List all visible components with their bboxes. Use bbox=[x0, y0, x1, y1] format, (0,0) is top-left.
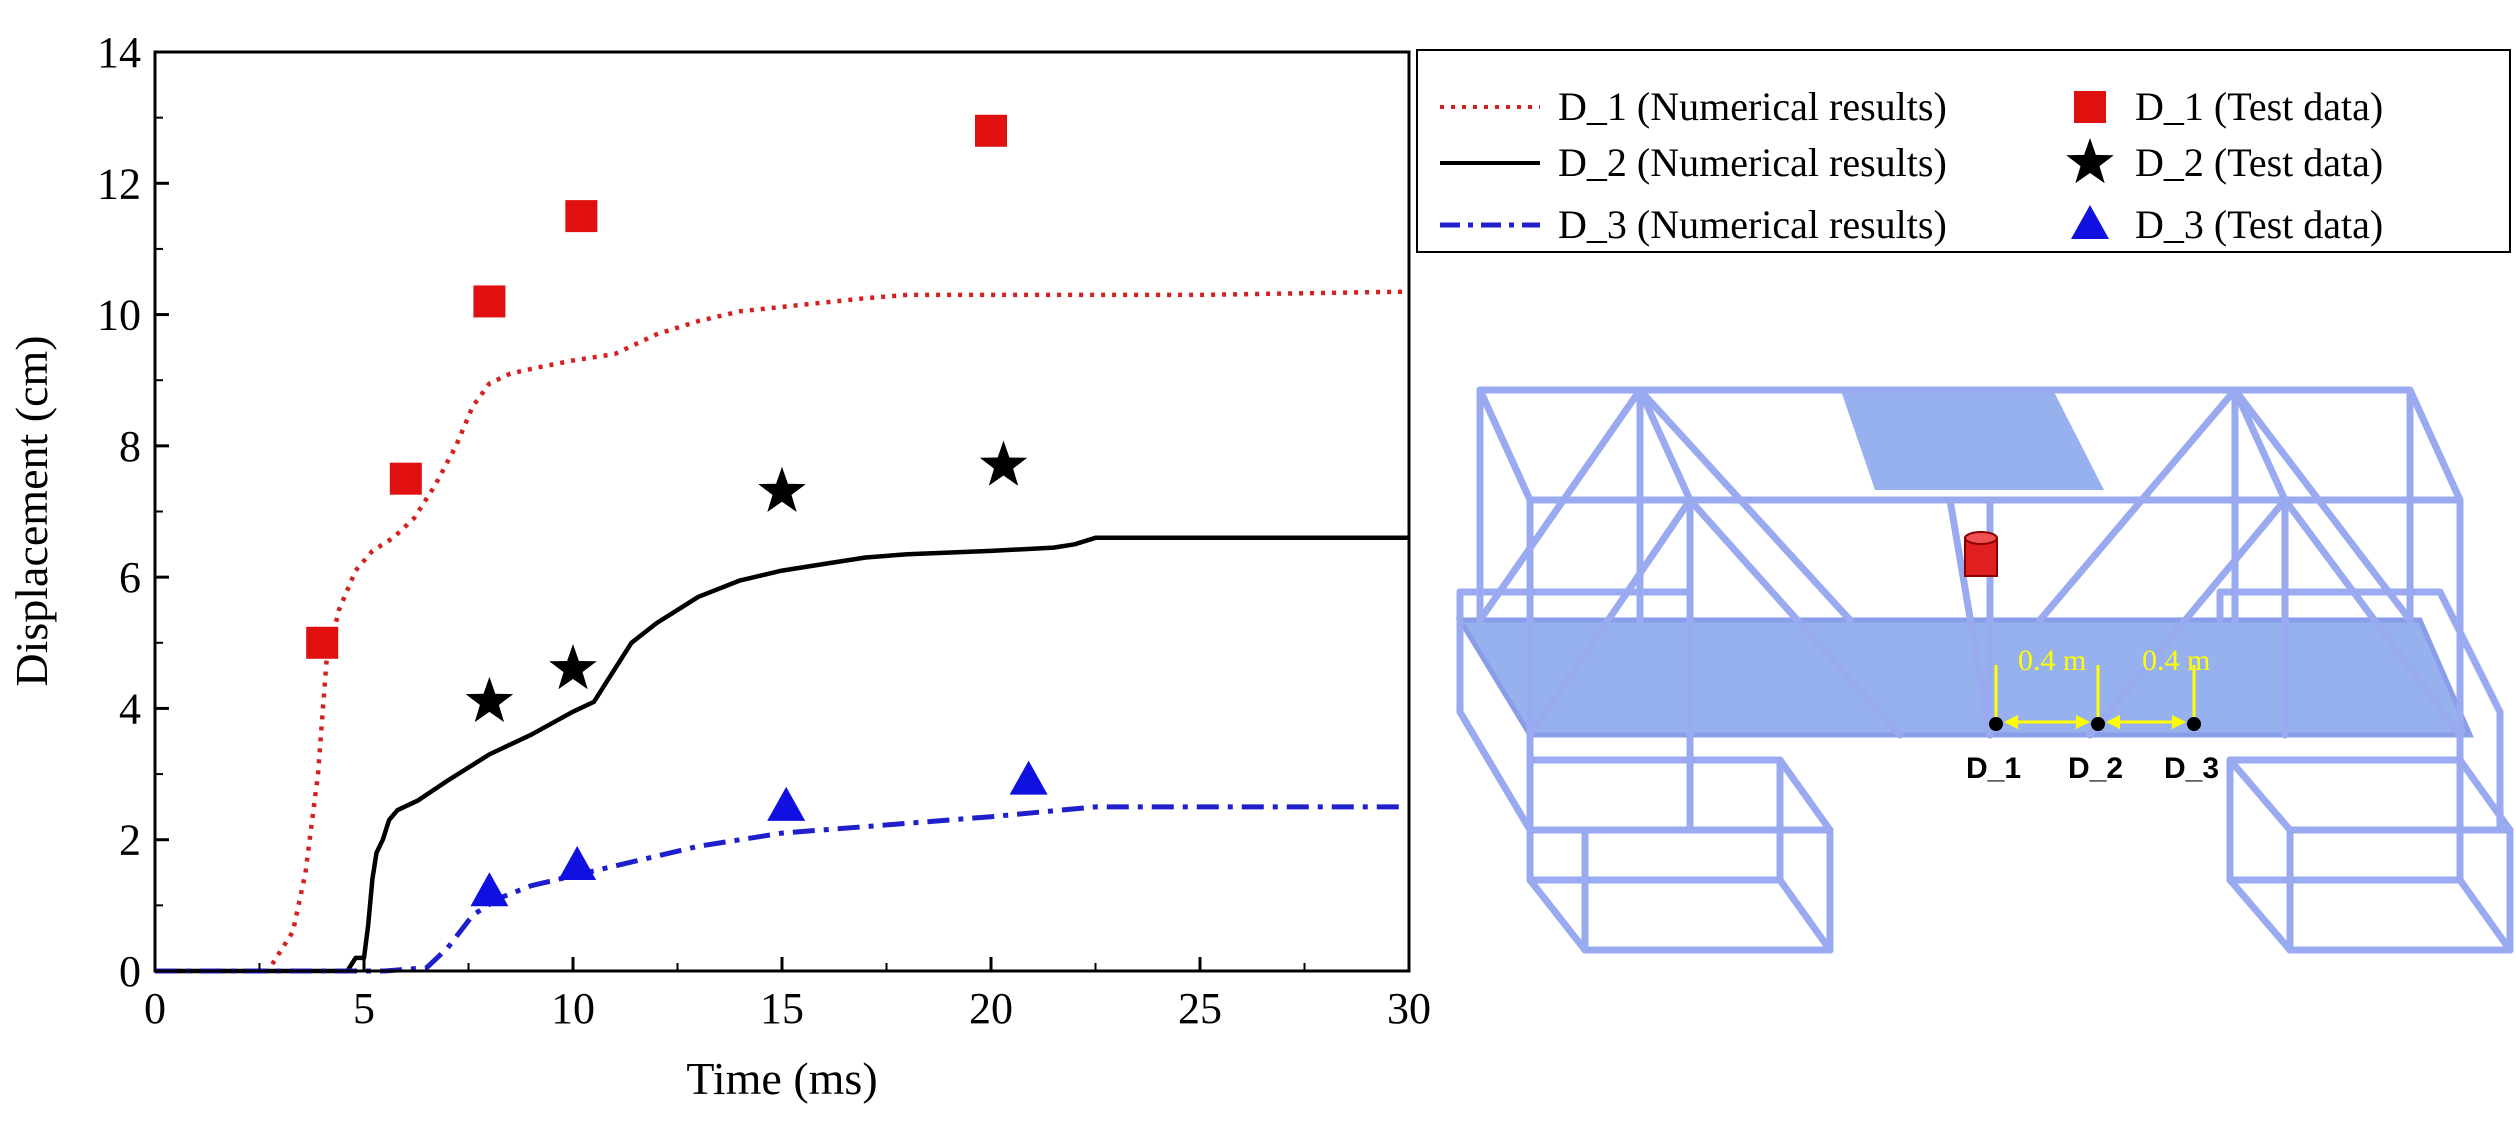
y-tick-label: 14 bbox=[97, 28, 141, 77]
legend-label-d3-numerical: D_3 (Numerical results) bbox=[1558, 202, 1947, 247]
y-tick-label: 6 bbox=[119, 553, 141, 602]
x-tick-label: 25 bbox=[1178, 984, 1222, 1033]
series-line-d1-numerical bbox=[155, 289, 1410, 974]
dimension-label-2: 0.4 m bbox=[2142, 644, 2210, 677]
data-point-d2-test bbox=[465, 676, 514, 723]
steel-frame bbox=[1456, 386, 2514, 954]
data-point-d2-test bbox=[979, 440, 1028, 486]
series-lines bbox=[155, 289, 1410, 974]
legend-markers bbox=[2066, 91, 2114, 239]
measure-label-d3: D_3 bbox=[2164, 752, 2219, 785]
x-tick-label: 10 bbox=[551, 984, 595, 1033]
data-point-d3-test bbox=[1009, 760, 1048, 795]
series-line-d2-numerical bbox=[155, 535, 1409, 974]
y-tick-label: 2 bbox=[119, 816, 141, 865]
x-tick-label: 20 bbox=[969, 984, 1013, 1033]
y-tick-label: 8 bbox=[119, 422, 141, 471]
data-point-d1-test bbox=[306, 626, 339, 659]
legend-label-d2-test: D_2 (Test data) bbox=[2135, 140, 2383, 185]
data-point-d3-test bbox=[470, 872, 509, 907]
deck-slab bbox=[1455, 617, 2474, 738]
measure-point-d2 bbox=[2091, 717, 2105, 731]
legend-label-d3-test: D_3 (Test data) bbox=[2135, 202, 2383, 247]
dimension-label-1: 0.4 m bbox=[2018, 644, 2086, 677]
measure-label-d1: D_1 bbox=[1966, 752, 2021, 785]
legend-label-d2-numerical: D_2 (Numerical results) bbox=[1558, 140, 1947, 185]
displacement-chart: 0 5 10 15 20 25 30 0 2 4 6 8 10 12 14 Time (ms) Displa… bbox=[6, 28, 1431, 1104]
axes: 0 5 10 15 20 25 30 0 2 4 6 8 10 12 14 bbox=[97, 28, 1431, 1033]
data-point-d3-test bbox=[767, 786, 806, 821]
x-tick-label: 0 bbox=[144, 984, 166, 1033]
data-point-d1-test bbox=[565, 200, 598, 233]
legend-box bbox=[1416, 49, 2511, 253]
legend-label-d1-numerical: D_1 (Numerical results) bbox=[1558, 84, 1947, 129]
test-structure-diagram: 0.4 m 0.4 m D_1 D_2 D_3 bbox=[1455, 386, 2514, 954]
legend-marker-d3-test bbox=[2071, 205, 2109, 239]
x-tick-label: 15 bbox=[760, 984, 804, 1033]
data-point-d2-test bbox=[549, 644, 597, 690]
series-markers bbox=[306, 114, 1048, 907]
y-tick-label: 4 bbox=[119, 684, 141, 733]
series-line-d3-numerical bbox=[155, 804, 1409, 974]
y-tick-label: 10 bbox=[97, 291, 141, 340]
data-point-d3-test bbox=[558, 845, 597, 880]
measure-label-d2: D_2 bbox=[2068, 752, 2123, 785]
legend-marker-d1-test bbox=[2074, 91, 2106, 123]
explosive-charge bbox=[1964, 531, 1998, 577]
y-tick-label: 12 bbox=[97, 159, 141, 208]
data-point-d1-test bbox=[473, 285, 506, 318]
x-tick-label: 5 bbox=[353, 984, 375, 1033]
x-axis-label: Time (ms) bbox=[686, 1053, 877, 1104]
legend-label-d1-test: D_1 (Test data) bbox=[2135, 84, 2383, 129]
legend: D_1 (Numerical results) D_2 (Numerical r… bbox=[1416, 49, 2511, 253]
y-tick-label: 0 bbox=[119, 947, 141, 996]
measure-point-d1 bbox=[1989, 717, 2003, 731]
data-point-d1-test bbox=[975, 114, 1007, 147]
dimension-lines bbox=[1994, 665, 2196, 729]
y-axis-label: Displacement (cm) bbox=[6, 335, 57, 686]
roof-plate bbox=[1840, 388, 2104, 490]
data-point-d2-test bbox=[758, 466, 806, 512]
data-point-d1-test bbox=[389, 462, 422, 495]
measure-point-d3 bbox=[2187, 717, 2201, 731]
legend-marker-d2-test bbox=[2066, 138, 2114, 184]
x-tick-label: 30 bbox=[1387, 984, 1431, 1033]
